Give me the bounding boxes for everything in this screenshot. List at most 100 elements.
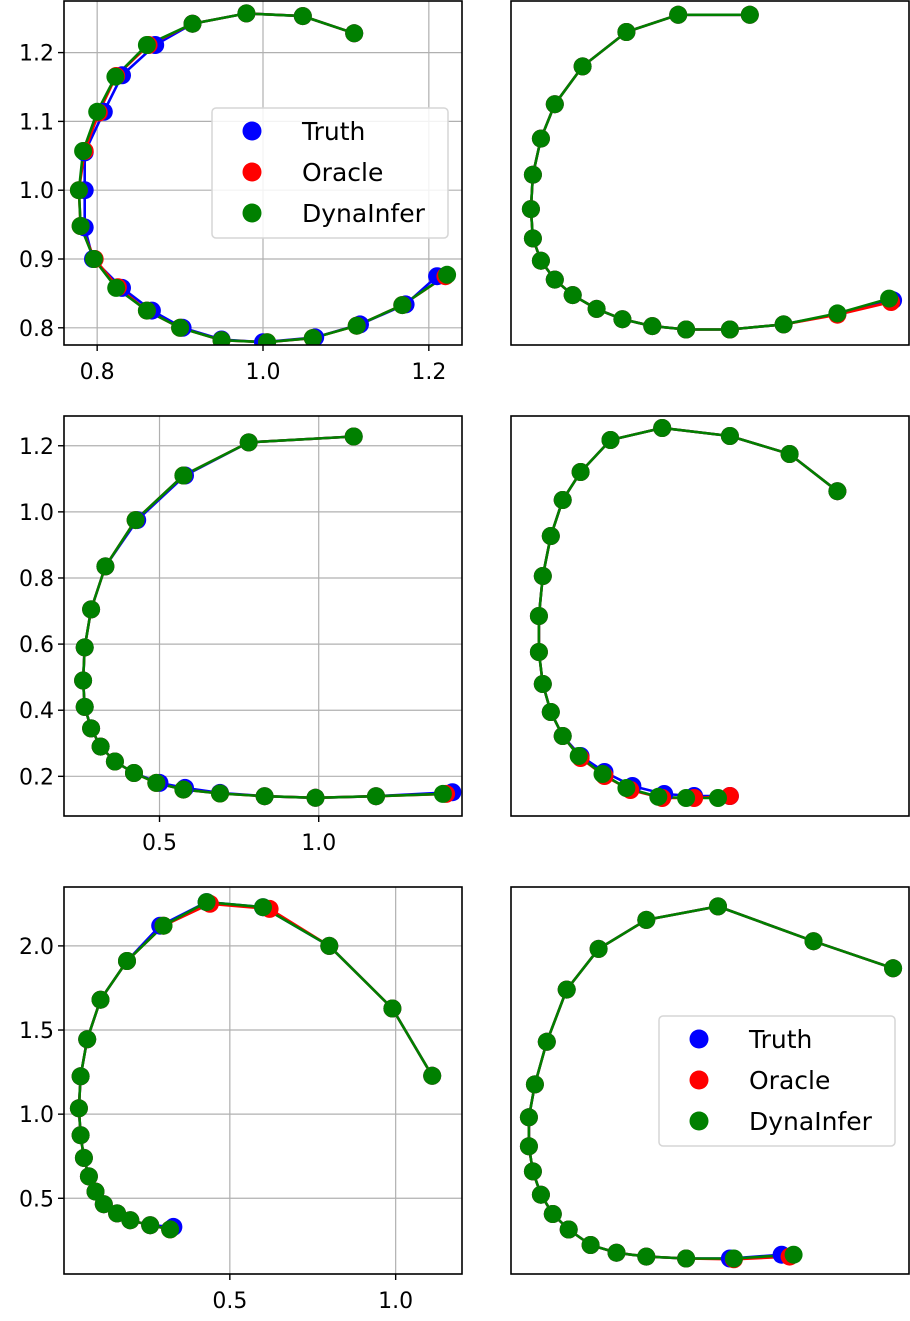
point-dynainfer (212, 331, 231, 345)
point-dynainfer (237, 4, 256, 23)
point-dynainfer (593, 765, 612, 783)
y-tick-label: 1.0 (19, 1103, 54, 1128)
point-dynainfer (126, 511, 145, 530)
y-tick-label: 0.6 (19, 633, 54, 658)
x-tick-label: 1.0 (301, 831, 336, 856)
point-dynainfer (75, 697, 94, 716)
x-tick-label: 0.8 (80, 360, 115, 385)
series-line-oracle (537, 426, 839, 800)
point-dynainfer (71, 1067, 90, 1086)
point-dynainfer (531, 251, 550, 270)
point-dynainfer (137, 36, 156, 54)
legend-marker-dynainfer (242, 203, 262, 223)
point-dynainfer (724, 1249, 743, 1268)
point-dynainfer (84, 250, 103, 268)
point-dynainfer (884, 959, 903, 978)
point-dynainfer (557, 980, 576, 999)
point-dynainfer (669, 5, 688, 24)
point-dynainfer (69, 181, 88, 200)
point-dynainfer (880, 289, 899, 308)
point-dynainfer (174, 466, 193, 485)
point-dynainfer (107, 278, 126, 297)
point-dynainfer (523, 229, 542, 248)
point-dynainfer (531, 129, 550, 148)
point-dynainfer (543, 1205, 562, 1223)
point-dynainfer (563, 286, 582, 305)
point-dynainfer (254, 898, 272, 917)
point-dynainfer (344, 427, 363, 446)
plot-area (74, 427, 462, 807)
point-dynainfer (91, 990, 110, 1009)
point-dynainfer (519, 1137, 538, 1156)
point-dynainfer (423, 1066, 442, 1085)
point-dynainfer (82, 600, 101, 619)
point-dynainfer (587, 299, 606, 318)
point-dynainfer (529, 643, 548, 661)
y-tick-label: 1.2 (19, 435, 54, 460)
y-tick-label: 1.0 (19, 179, 54, 204)
point-dynainfer (677, 1249, 696, 1268)
y-tick-label: 0.8 (19, 317, 54, 342)
point-dynainfer (531, 1185, 550, 1204)
point-dynainfer (125, 764, 143, 782)
series-line-truth (77, 900, 434, 1229)
point-dynainfer (545, 270, 564, 289)
point-dynainfer (637, 1247, 656, 1266)
point-dynainfer (617, 779, 636, 797)
legend-label-dynainfer: DynaInfer (749, 1107, 873, 1136)
point-dynainfer (71, 1126, 90, 1145)
x-tick-label: 0.5 (142, 831, 177, 856)
point-dynainfer (74, 1148, 93, 1167)
series-line-oracle (81, 435, 447, 800)
point-dynainfer (828, 482, 847, 501)
point-dynainfer (573, 57, 592, 76)
point-dynainfer (74, 671, 93, 690)
point-dynainfer (69, 1099, 88, 1118)
point-dynainfer (147, 773, 166, 792)
point-dynainfer (525, 1075, 544, 1094)
point-dynainfer (780, 445, 799, 463)
x-tick-label: 1.0 (378, 1289, 413, 1314)
plot-area (519, 897, 903, 1269)
panel-row1-right (510, 0, 910, 346)
point-dynainfer (617, 23, 636, 41)
y-tick-label: 0.5 (19, 1187, 54, 1212)
point-dynainfer (523, 1162, 542, 1181)
point-dynainfer (537, 1032, 556, 1051)
panel-row2-right (510, 415, 910, 817)
point-dynainfer (96, 557, 115, 576)
point-dynainfer (589, 939, 608, 958)
y-tick-label: 0.4 (19, 699, 54, 724)
axes-frame (510, 886, 910, 1275)
legend-marker-dynainfer (689, 1111, 709, 1131)
y-tick-label: 2.0 (19, 935, 54, 960)
point-dynainfer (828, 304, 847, 323)
point-dynainfer (541, 703, 560, 721)
series-line-dynainfer (77, 900, 434, 1231)
point-dynainfer (569, 747, 588, 765)
point-dynainfer (79, 1167, 98, 1186)
point-dynainfer (601, 431, 620, 449)
point-dynainfer (345, 24, 364, 43)
legend-marker-truth (689, 1029, 709, 1049)
x-tick-label: 0.5 (212, 1289, 247, 1314)
legend: Truth Oracle DynaInfer (658, 1015, 896, 1147)
point-dynainfer (433, 784, 452, 803)
legend-label-truth: Truth (748, 1025, 812, 1054)
legend-marker-truth (242, 121, 262, 141)
panel-row3-left: 0.5 1.0 0.5 1.0 1.5 2.0 (19, 886, 463, 1314)
legend-box (658, 1015, 896, 1147)
point-dynainfer (774, 315, 793, 334)
point-dynainfer (677, 789, 696, 807)
y-tick-label: 1.5 (19, 1019, 54, 1044)
point-dynainfer (643, 317, 662, 336)
point-dynainfer (88, 102, 107, 121)
point-dynainfer (211, 784, 229, 803)
axes-frame (510, 415, 910, 817)
legend-box (211, 107, 449, 239)
point-dynainfer (523, 165, 542, 184)
point-dynainfer (71, 217, 90, 235)
y-tick-label: 0.8 (19, 567, 54, 592)
point-dynainfer (106, 67, 125, 86)
